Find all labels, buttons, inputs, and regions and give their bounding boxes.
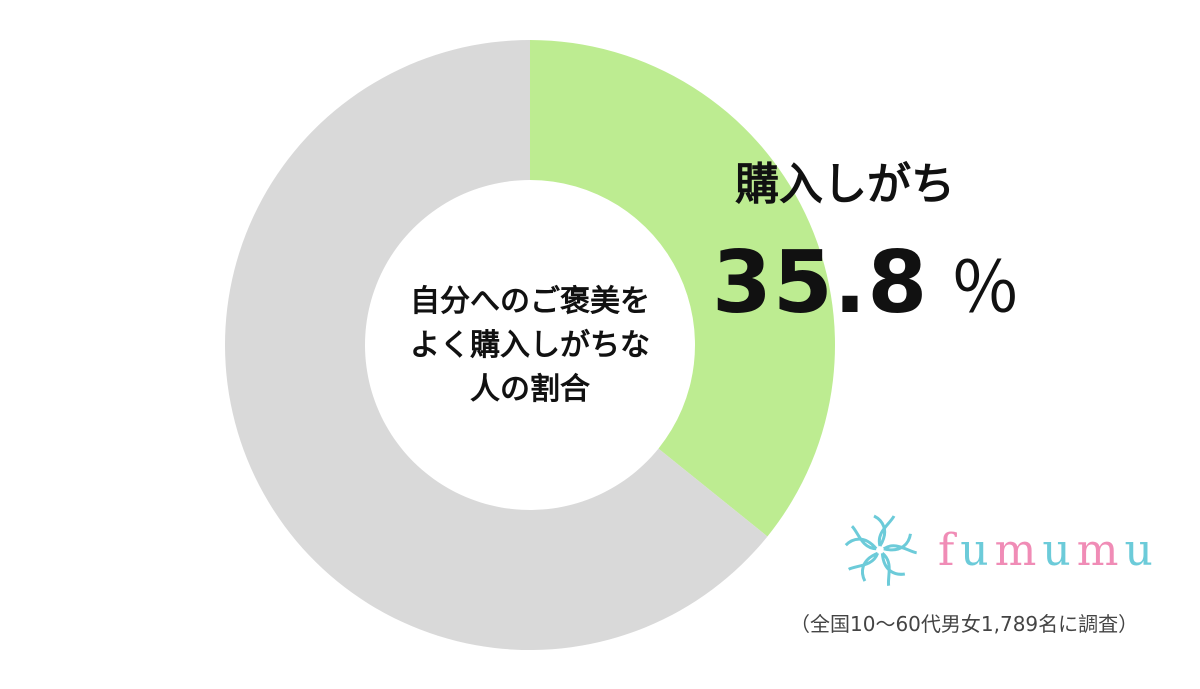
logo-letter: u xyxy=(1124,524,1159,576)
percent-unit: ％ xyxy=(950,247,1022,329)
logo-letter: f xyxy=(938,524,961,576)
survey-note: （全国10～60代男女1,789名に調査） xyxy=(790,612,1139,636)
flower-logo-icon xyxy=(844,514,918,586)
donut-slice-1 xyxy=(225,40,768,650)
fumumu-logo: fumumu xyxy=(842,512,1159,588)
center-label-line: よく購入しがちな xyxy=(410,328,650,363)
logo-text: fumumu xyxy=(938,525,1159,576)
logo-letter: u xyxy=(1042,524,1077,576)
donut-slice-0 xyxy=(530,40,836,537)
center-label-line: 人の割合 xyxy=(470,372,590,407)
center-label: 自分へのご褒美を よく購入しがちな 人の割合 xyxy=(380,280,680,412)
center-label-line: 自分へのご褒美を xyxy=(410,284,650,319)
slice-value-number: 35.8 xyxy=(712,233,929,333)
slice-label: 購入しがち xyxy=(735,159,955,210)
slice-value: 35.8 ％ xyxy=(712,232,1021,333)
logo-letter: u xyxy=(960,524,995,576)
logo-letter: m xyxy=(1076,524,1125,576)
logo-letter: m xyxy=(994,524,1043,576)
